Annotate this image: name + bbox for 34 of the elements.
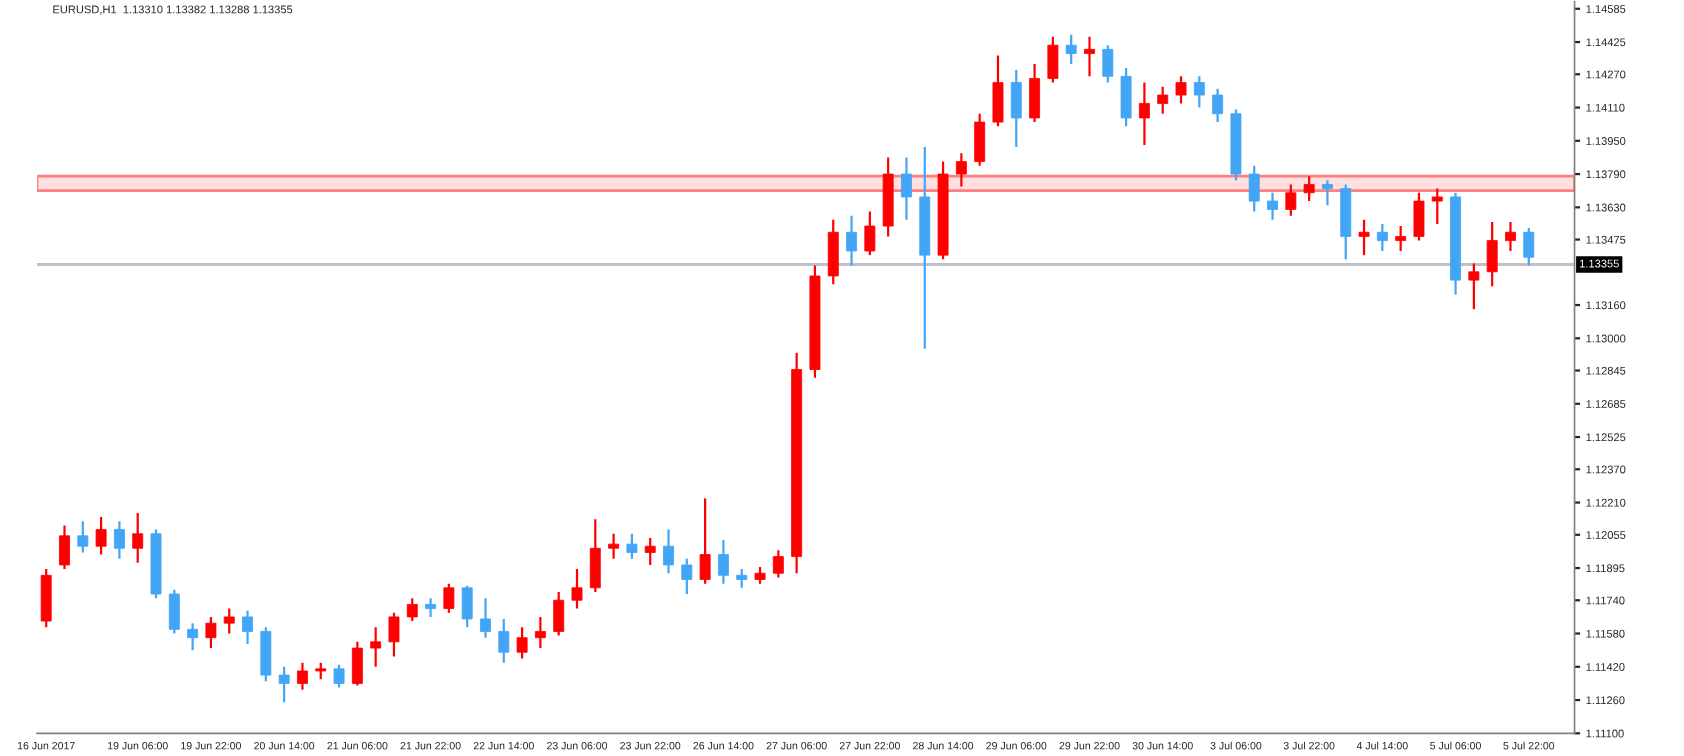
candlestick [1157,85,1169,115]
candlestick [626,532,638,560]
candlestick [1230,108,1242,182]
candlestick [571,567,583,610]
candlestick [754,565,766,585]
candlestick [864,210,876,257]
candlestick [223,607,235,635]
candlestick [809,264,821,379]
candlestick [882,156,894,238]
candlestick [1468,262,1480,311]
candlestick [150,528,162,600]
candlestick [1175,75,1187,105]
candlestick [1486,220,1498,288]
candlestick [992,54,1004,128]
candlestick [205,615,217,650]
candlestick [699,497,711,585]
candlestick [260,626,272,683]
candlestick [681,557,693,596]
candlestick [1413,191,1425,242]
candlestick [95,515,107,556]
candlestick [278,665,290,704]
candlestick [1285,183,1297,217]
candlestick [1303,175,1315,203]
candlestick [937,160,949,261]
candlestick [443,582,455,614]
candlestick [1431,187,1443,226]
candlestick [1120,66,1132,128]
candlestick [516,626,528,660]
candlestick [461,584,473,629]
candlestick [1047,35,1059,84]
candlestick [1358,218,1370,257]
candlestick [333,663,345,689]
candlestick [388,611,400,658]
candlestick [370,626,382,668]
